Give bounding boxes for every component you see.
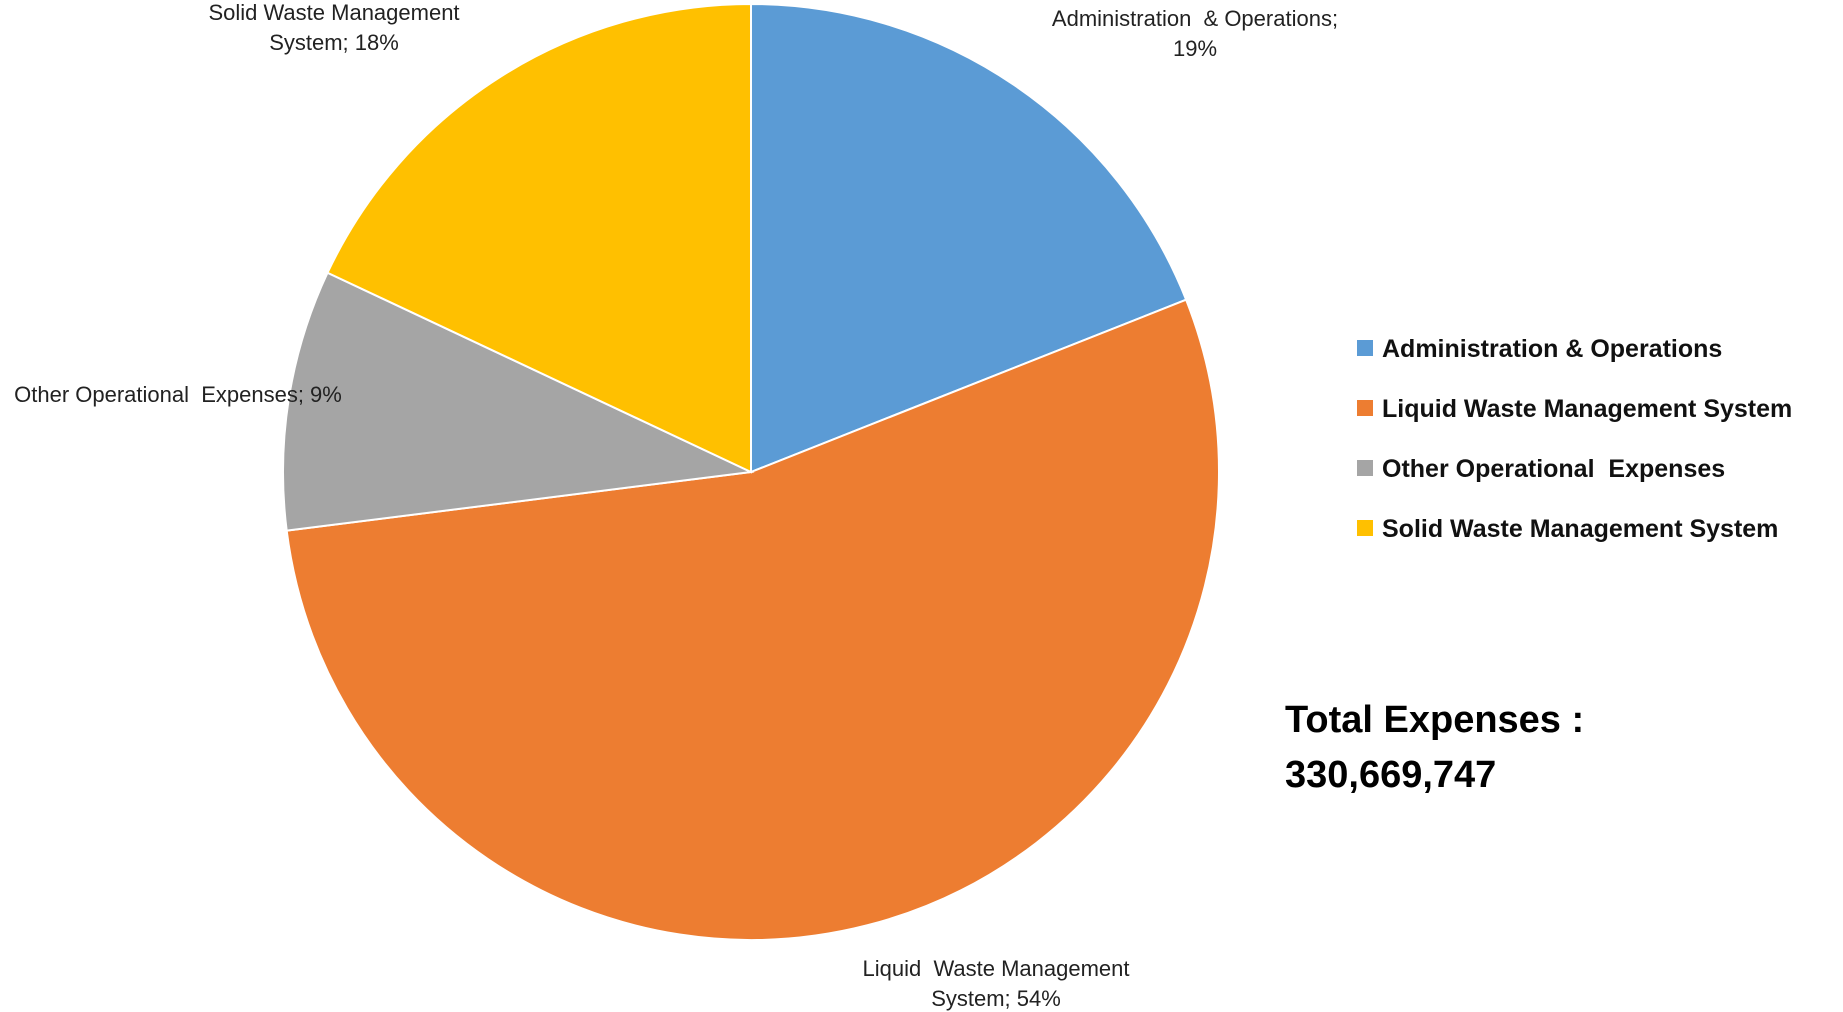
data-label-solid-waste-management-system: Solid Waste Management System; 18% [208,0,459,55]
legend: Administration & Operations Liquid Waste … [1357,335,1792,543]
data-label-line: System; 54% [931,986,1061,1011]
data-label-line: Other Operational Expenses; 9% [14,382,342,407]
data-label-liquid-waste-management-system: Liquid Waste Management System; 54% [863,956,1130,1011]
legend-label-solid-waste-management-system: Solid Waste Management System [1382,515,1778,543]
pie-slices [283,4,1219,940]
legend-label-other-operational-expenses: Other Operational Expenses [1382,455,1725,483]
total-expenses-annotation: Total Expenses : 330,669,747 [1285,699,1584,796]
data-label-line: System; 18% [269,30,399,55]
data-label-line: Liquid Waste Management [863,956,1130,981]
legend-swatch-administration-and-operations [1357,340,1373,356]
total-expenses-value: 330,669,747 [1285,754,1496,796]
data-label-other-operational-expenses: Other Operational Expenses; 9% [14,382,342,407]
data-label-administration-and-operations: Administration & Operations; 19% [1052,6,1338,61]
total-expenses-label: Total Expenses : [1285,699,1584,741]
legend-swatch-other-operational-expenses [1357,460,1373,476]
data-label-line: Administration & Operations; [1052,6,1338,31]
data-label-line: Solid Waste Management [208,0,459,25]
legend-label-liquid-waste-management-system: Liquid Waste Management System [1382,395,1792,423]
legend-label-administration-and-operations: Administration & Operations [1382,335,1722,363]
legend-swatch-solid-waste-management-system [1357,520,1373,536]
data-label-line: 19% [1173,36,1217,61]
legend-swatch-liquid-waste-management-system [1357,400,1373,416]
